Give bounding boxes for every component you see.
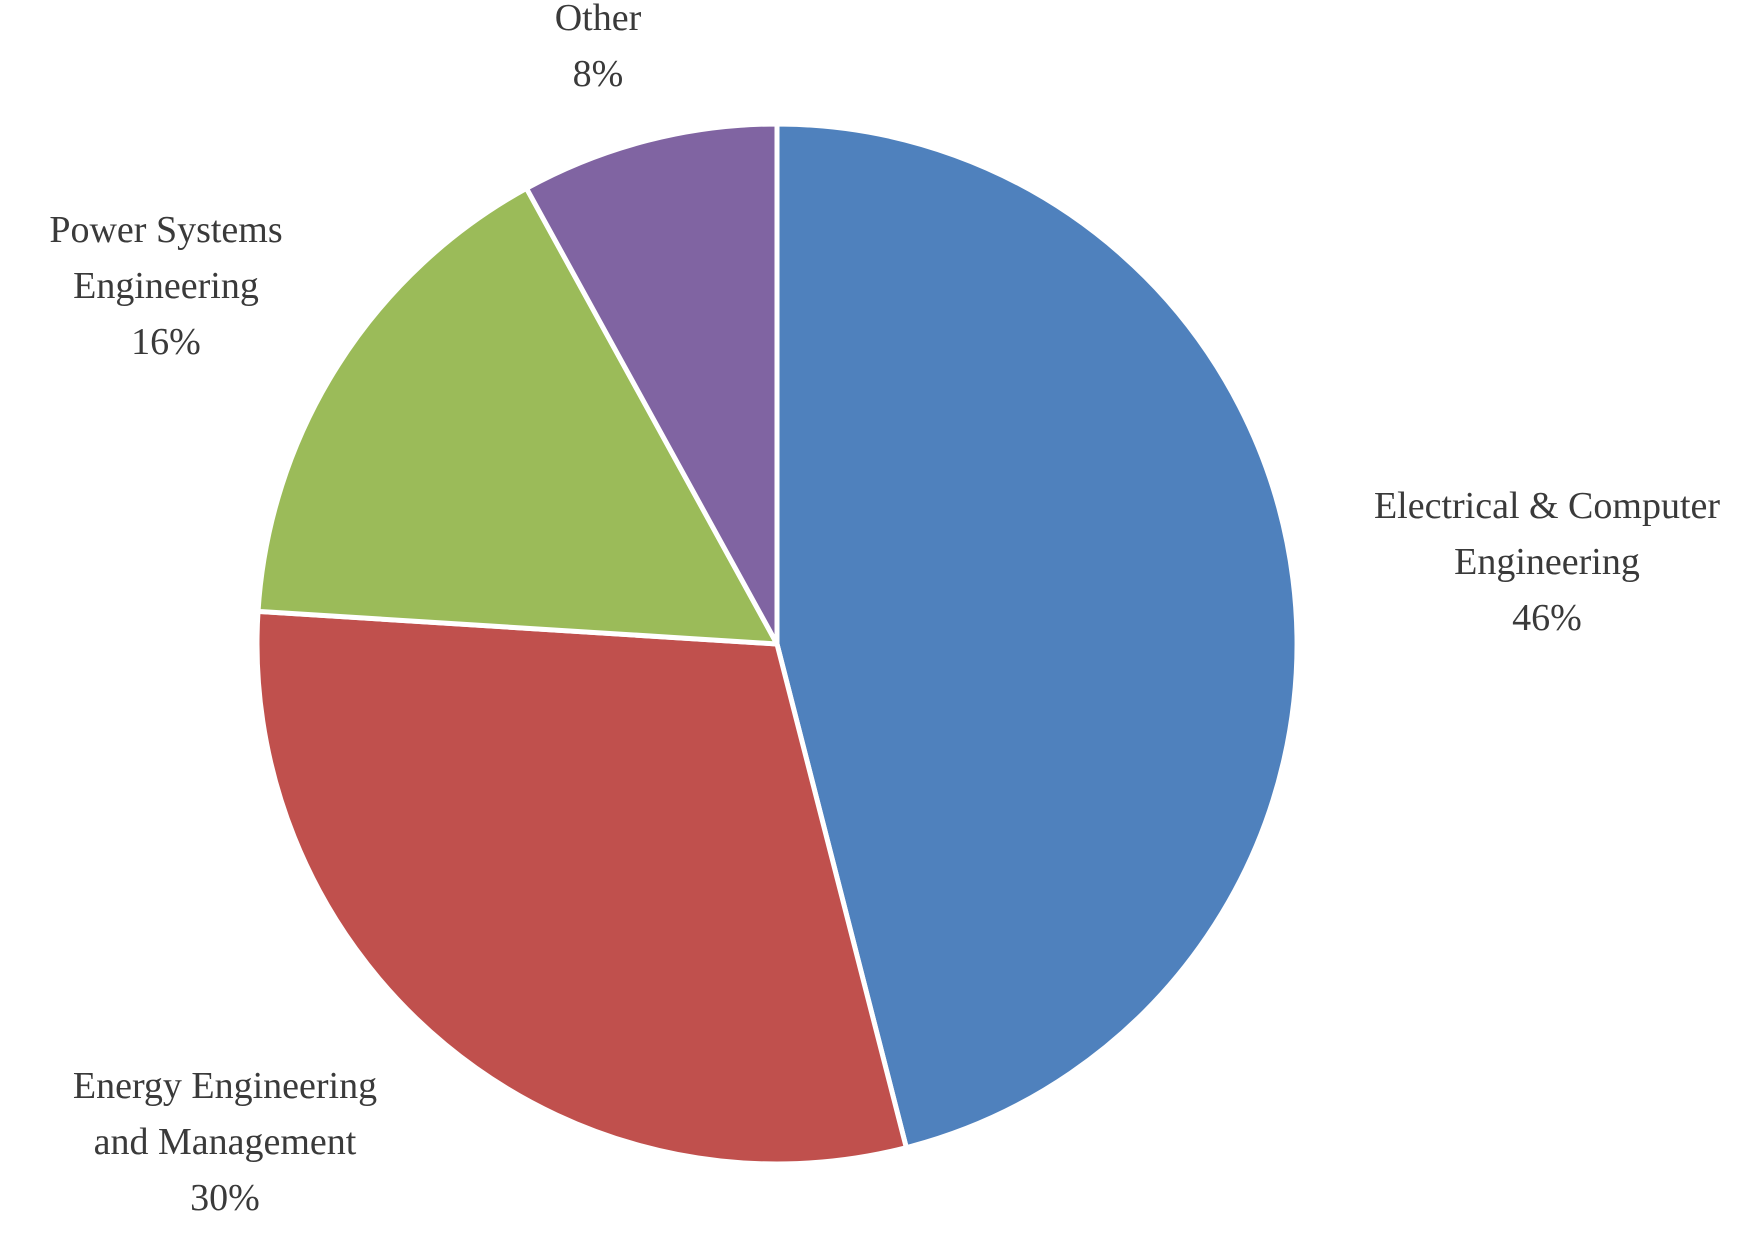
pie-label-1: Energy Engineering and Management 30% [73,1065,377,1219]
slice-label-line: Engineering [1454,541,1640,583]
slice-percent-label: 30% [190,1177,260,1219]
pie-slice-3 [523,121,780,647]
slice-percent-label: 16% [131,321,201,363]
slice-label-line: Other [555,0,642,39]
slice-label-line: Engineering [73,265,259,307]
pie-slices [254,121,1300,1167]
pie-slice-2 [255,185,780,647]
slice-percent-label: 8% [573,53,624,95]
slice-label-line: Electrical & Computer [1374,485,1720,527]
slice-label-line: Energy Engineering [73,1065,377,1107]
pie-labels: Electrical & Computer Engineering 46% Energ… [49,0,1720,1219]
slice-label-line: and Management [94,1121,357,1163]
slice-label-line: Power Systems [49,209,282,251]
pie-label-0: Electrical & Computer Engineering 46% [1374,485,1720,639]
pie-slice-0 [774,121,1300,1151]
slice-percent-label: 46% [1512,597,1582,639]
pie-label-2: Power Systems Engineering 16% [49,209,282,363]
pie-label-3: Other 8% [555,0,642,95]
pie-slice-1 [254,608,909,1167]
